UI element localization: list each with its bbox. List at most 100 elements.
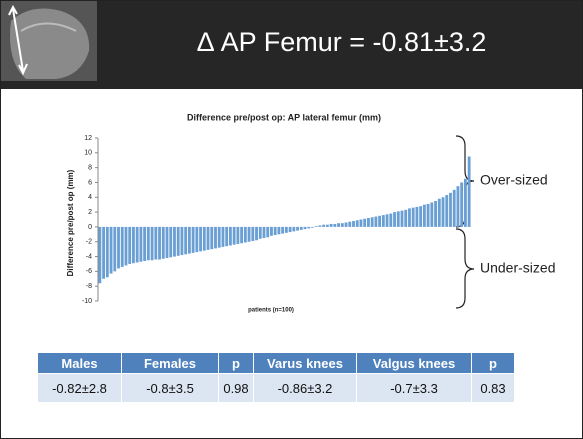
bar [102,226,106,279]
bar [199,226,202,252]
bar [422,204,426,227]
chart-title: Difference pre/post op: AP lateral femur… [187,112,381,122]
bar [132,226,135,264]
bar [176,226,180,256]
bar [284,226,288,233]
table-cell: -0.8±3.5 [121,373,219,402]
y-tick-label: -10 [82,298,92,305]
bar [434,200,437,227]
table-header-cell: Valgus knees [356,353,472,374]
bar [381,215,385,227]
table-cell: 0.83 [471,373,515,402]
bar [232,226,236,245]
bar [255,226,258,241]
bar [329,223,333,227]
bar [355,220,359,227]
bar [292,226,296,232]
bar [98,226,102,284]
bar [389,213,393,227]
bar [221,226,225,247]
bar [419,206,423,227]
bar [340,223,344,227]
y-axis-label: Difference pre/post op (mm) [66,169,75,276]
bar [426,203,430,227]
bar [337,223,341,227]
bar [169,226,173,258]
table-cell: 0.98 [218,373,254,402]
bar [411,207,415,227]
brace-bottom [455,228,475,309]
bar [415,206,419,227]
bar [165,226,169,259]
bar [154,226,158,260]
bar [113,226,117,272]
table-body: -0.82±2.8 -0.8±3.5 0.98 -0.86±3.2 -0.7±3.3 0.… [38,373,515,402]
table-header-cell: Males [38,353,122,374]
bar [430,202,434,227]
bar [408,208,411,227]
table-cell: -0.86±3.2 [253,373,357,402]
bar [281,226,285,234]
bar [441,197,445,227]
slide-title: Δ AP Femur = -0.81±3.2 [196,27,487,57]
bar [396,211,400,227]
bar [467,156,471,227]
y-tick-label: -2 [86,239,92,246]
bar [370,217,374,227]
bar [251,226,255,241]
bar [143,226,147,261]
bar [463,178,467,227]
table-header-cell: p [471,353,515,374]
bar [173,226,176,257]
bar [161,226,165,259]
bar [404,209,408,227]
annotation: Under-sized [480,260,555,276]
bar [150,226,154,261]
y-tick-label: 12 [84,135,92,142]
bar [195,226,199,253]
bar [445,195,449,227]
bar [277,226,281,235]
bar [363,218,367,227]
bar [325,224,329,227]
bar [393,212,396,227]
bar [214,226,217,249]
bar [400,210,404,227]
y-tick-label: 0 [88,224,92,231]
table-header-cell: p [218,353,254,374]
bar [262,226,266,239]
bar [299,226,303,230]
bar [187,226,191,254]
table-cell: -0.7±3.3 [356,373,472,402]
bar [240,226,244,244]
bar [202,226,206,251]
bar [367,218,370,227]
bar [333,223,337,227]
bar [206,226,210,250]
bar [191,226,195,253]
table-header-cell: Varus knees [253,353,357,374]
bar [460,182,464,227]
y-tick-label: -4 [86,253,92,260]
bar [348,221,352,227]
bar [307,226,311,229]
bar [314,226,318,227]
bar [236,226,240,244]
y-tick-label: 8 [88,164,92,171]
table-header-row: Males Females p Varus knees Valgus knees p [38,353,515,374]
bar [378,215,382,227]
bar [228,226,232,246]
bar [359,219,363,227]
stats-table: Males Females p Varus knees Valgus knees p -0… [38,353,515,402]
bar [437,198,441,227]
table-row: -0.82±2.8 -0.8±3.5 0.98 -0.86±3.2 -0.7±3.3 0.… [38,373,515,402]
bar [266,226,270,238]
chart: Difference pre/post op: AP lateral femur… [66,112,555,313]
bar [225,226,229,247]
bar [158,226,161,260]
bar [124,226,128,266]
y-tick-label: 4 [88,194,92,201]
bar [273,226,277,236]
bar [146,226,150,261]
bar [456,186,460,227]
